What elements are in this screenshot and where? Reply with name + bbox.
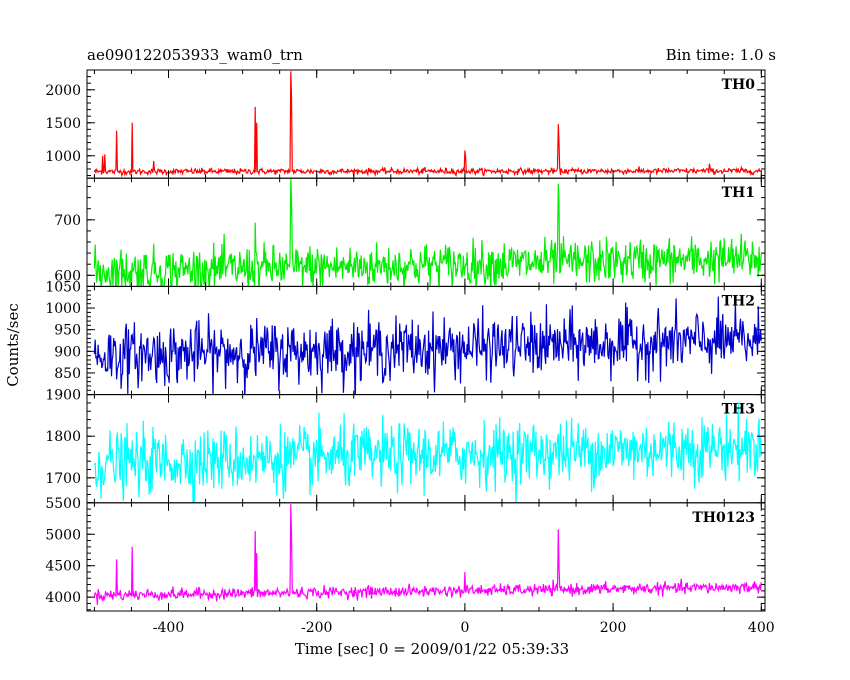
y-tick-label: 600 [54,268,81,284]
bin-time-label: Bin time: 1.0 s [666,46,776,64]
y-tick-label: 4500 [45,559,81,575]
x-tick-label: 200 [600,620,627,636]
x-axis-label: Time [sec] 0 = 2009/01/22 05:39:33 [295,640,569,658]
x-tick-label: -200 [301,620,332,636]
y-tick-label: 1900 [45,388,81,404]
panel-name-label: TH3 [722,402,755,418]
x-axis: -400 -200 0 200 400 [153,620,775,636]
y-tick-label: 4000 [45,590,81,606]
y-axis-label: Counts/sec [4,303,22,387]
y-tick-label: 1050 [45,279,81,295]
panel-name-label: TH0123 [692,510,755,526]
series-line-th1 [93,178,762,287]
y-tick-label: 5500 [45,496,81,512]
series-line-th3 [93,402,762,503]
panel-name-label: TH0 [722,77,756,93]
x-tick-label: -400 [153,620,184,636]
y-tick-label: 1800 [45,429,81,445]
panel-th0: 1000 1500 2000 TH0 [45,69,766,179]
y-tick-label: 950 [54,323,81,339]
panel-frame [86,69,766,179]
x-tick-label: 0 [460,620,469,636]
panel-name-label: TH1 [722,185,755,201]
y-tick-label: 850 [54,366,81,382]
y-tick-label: 2000 [45,83,81,99]
y-tick-label: 1700 [45,471,81,487]
y-tick-label: 700 [54,213,81,229]
y-tick-label: 1500 [45,116,81,132]
series-line-th0123 [93,504,762,605]
panel-name-label: TH2 [722,293,755,309]
panels-group: 1000 1500 2000 TH0 600 700 TH1 850 900 950 1000 105… [45,69,766,612]
x-tick-label: 400 [748,620,775,636]
panel-frame [86,502,766,612]
panel-th2: 850 900 950 1000 1050 TH2 [45,279,766,396]
chart-title: ae090122053933_wam0_trn [87,46,303,64]
y-tick-label: 5000 [45,527,81,543]
series-line-th0 [93,71,762,178]
panel-th1: 600 700 TH1 [54,177,766,287]
y-tick-label: 900 [54,344,81,360]
series-line-th2 [93,296,762,395]
panel-th3: 1700 1800 1900 TH3 [45,388,766,504]
y-tick-label: 1000 [45,301,81,317]
y-tick-label: 1000 [45,149,81,165]
panel-th0123: 4000 4500 5000 5500 TH0123 [45,496,766,612]
